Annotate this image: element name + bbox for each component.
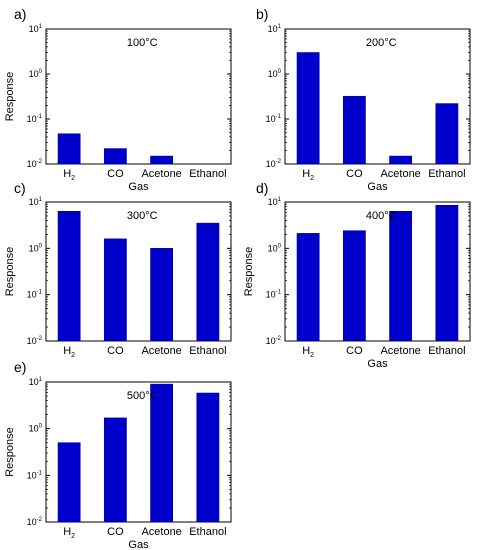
bar-co — [103, 148, 127, 165]
temperature-annotation: 300°C — [127, 210, 158, 222]
bar-acetone — [389, 210, 413, 342]
bar-co — [103, 238, 127, 342]
y-tick-label: 100 — [268, 69, 282, 79]
x-tick-label-acetone: Acetone — [141, 345, 181, 357]
chart-panel-4: d) 10-2 10-1 100 101 H2 CO Acetone Ethanol Gas Res… — [243, 180, 471, 370]
x-tick-label-ethanol: Ethanol — [428, 345, 465, 357]
temperature-annotation: 100°C — [127, 37, 158, 49]
chart-panel-3: c) 10-2 10-1 100 101 H2 CO Acetone Ethanol Respon… — [4, 180, 232, 359]
y-tick-label: 10-1 — [266, 290, 282, 300]
bar-ethanol — [196, 222, 220, 342]
panel-label: a) — [14, 6, 26, 22]
y-tick-label: 100 — [268, 243, 282, 253]
x-tick-label-acetone: Acetone — [380, 345, 420, 357]
chart-panel-5: e) 10-2 10-1 100 101 H2 CO Acetone Ethanol Gas Res… — [4, 359, 232, 550]
x-tick-label-co: CO — [346, 168, 363, 180]
bar-h2 — [296, 233, 320, 342]
plot-frame — [45, 381, 232, 523]
x-tick-label-co: CO — [107, 168, 124, 180]
x-tick-label-co: CO — [107, 345, 124, 357]
bar-h2 — [296, 52, 320, 165]
bar-ethanol — [196, 392, 220, 523]
x-tick-label-ethanol: Ethanol — [189, 526, 226, 538]
x-tick-label-co: CO — [346, 345, 363, 357]
x-tick-label-h2: H2 — [63, 526, 75, 540]
bar-acetone — [150, 155, 174, 165]
x-tick-label-acetone: Acetone — [380, 168, 420, 180]
x-axis-label: Gas — [128, 539, 149, 550]
x-tick-label-h2: H2 — [63, 345, 75, 359]
y-tick-label: 100 — [29, 69, 43, 79]
panel-label: b) — [256, 6, 268, 22]
bar-co — [103, 417, 127, 523]
y-tick-label: 101 — [268, 197, 282, 207]
x-tick-label-acetone: Acetone — [141, 526, 181, 538]
x-tick-label-h2: H2 — [63, 168, 75, 182]
x-tick-label-co: CO — [107, 526, 124, 538]
panel-label: e) — [14, 359, 26, 375]
temperature-annotation: 200°C — [366, 37, 397, 49]
bar-co — [342, 95, 366, 165]
bar-ethanol — [435, 204, 459, 342]
temperature-annotation: 400°C — [366, 210, 397, 222]
panel-label: d) — [256, 180, 268, 196]
y-tick-label: 10-2 — [266, 159, 282, 169]
y-tick-label: 10-1 — [27, 470, 43, 480]
y-tick-label: 10-2 — [27, 517, 43, 527]
plot-frame — [284, 28, 471, 165]
y-tick-label: 101 — [29, 197, 43, 207]
bar-acetone — [150, 383, 174, 523]
chart-panel-1: a) 10-2 10-1 100 101 H2 CO Acetone Ethanol Gas Res… — [4, 6, 232, 193]
x-tick-label-h2: H2 — [302, 345, 314, 359]
x-tick-label-ethanol: Ethanol — [428, 168, 465, 180]
y-axis-label: Response — [4, 72, 16, 122]
bar-h2 — [57, 442, 81, 523]
x-axis-label: Gas — [367, 358, 388, 370]
y-tick-label: 100 — [29, 243, 43, 253]
panel-label: c) — [14, 180, 26, 196]
y-tick-label: 10-1 — [27, 290, 43, 300]
x-tick-label-ethanol: Ethanol — [189, 168, 226, 180]
plot-frame — [284, 201, 471, 342]
x-tick-label-ethanol: Ethanol — [189, 345, 226, 357]
y-tick-label: 10-1 — [27, 114, 43, 124]
y-tick-label: 101 — [29, 377, 43, 387]
bar-ethanol — [435, 103, 459, 165]
x-tick-label-h2: H2 — [302, 168, 314, 182]
bar-h2 — [57, 210, 81, 342]
x-tick-label-acetone: Acetone — [141, 168, 181, 180]
plot-frame — [45, 28, 232, 165]
y-axis-label: Response — [4, 247, 16, 297]
y-tick-label: 10-2 — [266, 336, 282, 346]
y-tick-label: 10-1 — [266, 114, 282, 124]
x-axis-label: Gas — [367, 181, 388, 193]
y-tick-label: 10-2 — [27, 159, 43, 169]
x-axis-label: Gas — [128, 181, 149, 193]
y-tick-label: 101 — [268, 24, 282, 34]
y-tick-label: 10-2 — [27, 336, 43, 346]
bar-acetone — [150, 248, 174, 342]
y-tick-label: 101 — [29, 24, 43, 34]
y-axis-label: Response — [4, 427, 16, 477]
bar-acetone — [389, 155, 413, 165]
plot-frame — [45, 201, 232, 342]
temperature-annotation: 500°C — [127, 390, 158, 402]
y-axis-label: Response — [243, 247, 255, 297]
bar-h2 — [57, 133, 81, 165]
y-tick-label: 100 — [29, 424, 43, 434]
chart-panel-2: b) 10-2 10-1 100 101 H2 CO Acetone Ethanol Gas 200… — [256, 6, 471, 193]
bar-co — [342, 230, 366, 342]
